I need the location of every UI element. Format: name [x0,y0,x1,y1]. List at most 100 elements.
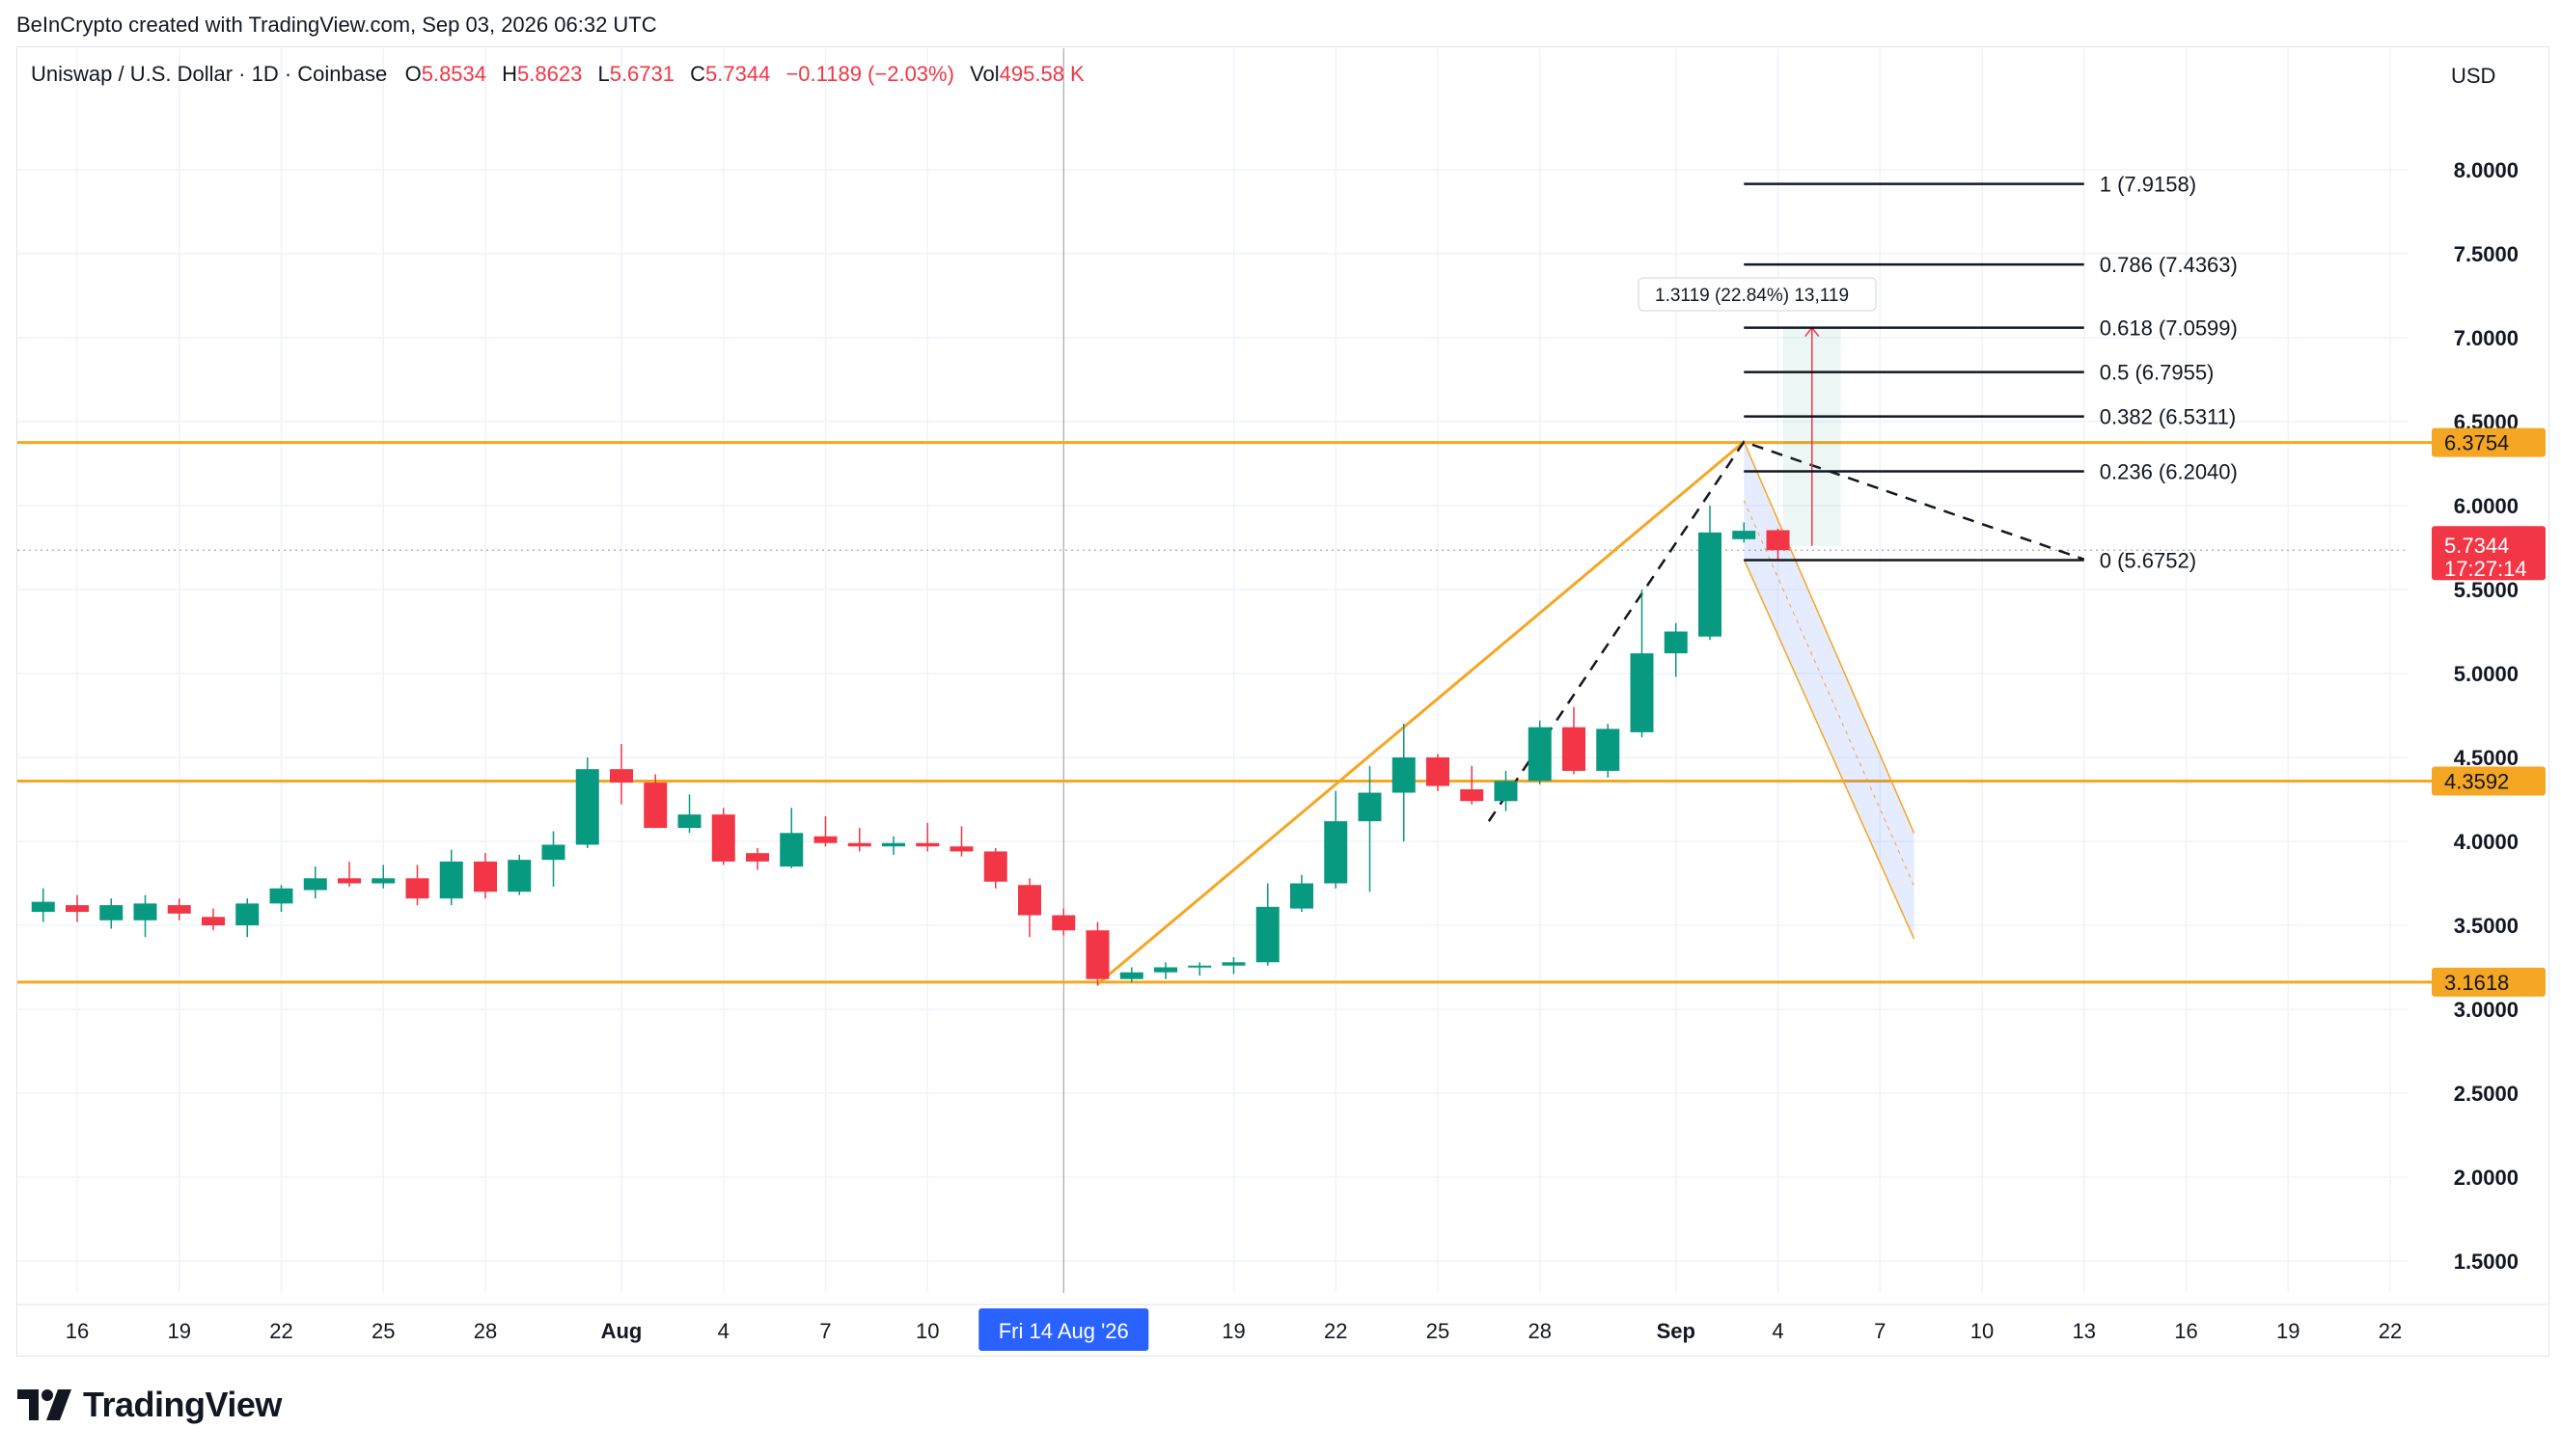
level-price-badge [2432,967,2546,997]
candle [610,744,633,805]
candle [916,822,940,852]
time-tick-label: 16 [66,1319,89,1343]
price-tick-label: 3.0000 [2454,998,2519,1022]
candle [372,865,396,889]
fib-level-label: 0.382 (6.5311) [2100,405,2236,429]
candle-body [1426,757,1449,786]
candle [1766,528,1790,561]
fib-level-label: 1 (7.9158) [2100,173,2196,197]
price-tick-label: 1.5000 [2454,1250,2519,1274]
candle-body [610,769,633,783]
low-value: 5.6731 [609,62,675,86]
candle [303,866,327,899]
candle-body [133,903,157,920]
candle [882,836,905,855]
brand-name: TradingView [83,1385,282,1424]
candle [99,898,124,929]
candle-body [575,769,599,845]
time-tick-label: 4 [718,1319,730,1343]
volume-label: Vol [970,62,1000,86]
fib-level-label: 0 (5.6752) [2100,549,2196,573]
level-price-label: 3.1618 [2444,971,2509,995]
candle-body [711,814,735,862]
price-tick-label: 2.5000 [2454,1082,2519,1106]
attribution-text: BeInCrypto created with TradingView.com,… [16,13,657,37]
time-tick-label: 19 [2276,1319,2299,1343]
candle [950,826,974,857]
candle-body [1018,885,1041,916]
candle-body [1324,821,1348,884]
candle-body [1119,972,1143,979]
candle [1324,790,1348,889]
last-price-label: 5.7344 [2444,534,2509,558]
volume-value: 495.58 K [999,62,1085,86]
candle [1732,522,1756,543]
price-tick-label: 5.0000 [2454,662,2519,686]
candle [66,894,89,922]
candle [1460,765,1484,805]
candle-body [202,917,225,925]
candle-body [780,833,804,867]
time-tick-label: 25 [1426,1319,1449,1343]
candles [31,506,1790,986]
candle-body [338,878,361,884]
time-tick-label: 25 [372,1319,395,1343]
symbol-legend: Uniswap / U.S. Dollar · 1D · Coinbase O5… [31,62,1094,87]
price-tick-label: 4.5000 [2454,746,2519,770]
fib-level-label: 0.786 (7.4363) [2100,253,2238,277]
candle [677,794,702,834]
time-tick-label: 13 [2073,1319,2096,1343]
candle-body [847,842,871,847]
currency-button[interactable]: USD [2451,64,2496,88]
candle-body [541,844,565,861]
candle-body [1188,965,1212,968]
fibonacci-retracement: 1 (7.9158) 0.786 (7.4363) 0.618 (7.0599) 0.… [1744,173,2238,573]
time-tick-label: 16 [2174,1319,2197,1343]
candle-body [882,842,905,847]
candle [1562,706,1585,775]
candle-body [1460,789,1484,802]
time-tick-label: Aug [601,1319,643,1343]
time-tick-label: 22 [2379,1319,2402,1343]
level-price-label: 4.3592 [2444,769,2509,793]
candle-body [1052,915,1076,931]
price-tick-label: 7.0000 [2454,326,2519,350]
last-price-badge [2432,526,2546,581]
candle [338,861,361,887]
fib-level-label: 0.5 (6.7955) [2100,361,2215,385]
candle [780,808,804,868]
candle [508,854,532,895]
level-price-badge [2432,766,2546,796]
low-label: L [597,62,610,86]
candle [1255,883,1280,966]
measure-label-box [1638,277,1877,312]
grid [17,48,2408,1293]
candle [202,908,225,931]
price-axis: 1.5000 2.0000 2.5000 3.0000 3.5000 4.0000 4.50… [2432,158,2546,1274]
candle [474,853,497,899]
drawings: 1.3119 (22.84%) 13,119 [1096,277,2085,986]
symbol-name[interactable]: Uniswap / U.S. Dollar · 1D · Coinbase [31,62,388,86]
candle [1494,770,1518,811]
candle [405,865,429,906]
candle-body [1222,962,1246,966]
candle [1188,962,1212,976]
time-tick-label: 10 [916,1319,939,1343]
candle-body [405,878,429,899]
candle-body [916,842,940,847]
candle-body [950,846,974,852]
price-tick-label: 3.5000 [2454,914,2519,938]
time-tick-label: 28 [474,1319,497,1343]
tradingview-logo[interactable]: TradingView [17,1385,282,1424]
candle-body [677,814,702,829]
candle [746,847,769,870]
price-chart[interactable]: 1.3119 (22.84%) 13,119 1 (7.9158) 0.786 (… [0,0,2561,1370]
candle-body [474,861,497,893]
candle-body [1358,792,1382,822]
candle-body [303,878,327,891]
time-tick-label: Sep [1657,1319,1695,1343]
candle [1052,908,1076,936]
candle [1119,967,1143,983]
candle-body [1290,883,1313,909]
candle-body [1255,906,1280,963]
